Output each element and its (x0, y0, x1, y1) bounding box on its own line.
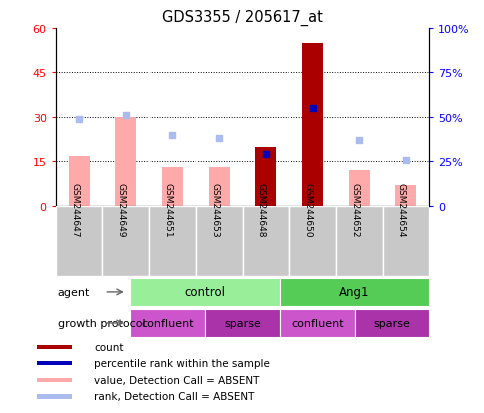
Bar (205, 309, 279, 337)
Text: GSM244649: GSM244649 (117, 183, 125, 237)
Text: Ang1: Ang1 (339, 286, 369, 299)
Title: GDS3355 / 205617_at: GDS3355 / 205617_at (162, 10, 322, 26)
Bar (288, 206, 335, 277)
Bar (37, 345, 72, 349)
Bar (115, 118, 136, 206)
Point (308, 105, 316, 112)
Bar (149, 206, 196, 277)
Text: GSM244653: GSM244653 (210, 183, 219, 237)
Text: sparse: sparse (224, 318, 260, 328)
Text: sparse: sparse (373, 318, 409, 328)
Text: confluent: confluent (141, 318, 194, 328)
Text: agent: agent (58, 287, 90, 297)
Text: GSM244648: GSM244648 (257, 183, 265, 237)
Point (215, 136, 223, 142)
Bar (162, 168, 182, 206)
Text: value, Detection Call = ABSENT: value, Detection Call = ABSENT (94, 375, 259, 385)
Text: control: control (184, 286, 225, 299)
Text: GSM244647: GSM244647 (70, 183, 79, 237)
Bar (196, 206, 242, 277)
Bar (335, 206, 382, 277)
Point (355, 138, 363, 144)
Point (261, 152, 269, 158)
Bar (130, 309, 205, 337)
Point (168, 132, 176, 139)
Text: growth protocol: growth protocol (58, 318, 145, 328)
Point (75, 116, 83, 123)
Bar (394, 186, 416, 206)
Bar (279, 309, 354, 337)
Bar (56, 206, 102, 277)
Text: percentile rank within the sample: percentile rank within the sample (94, 358, 270, 368)
Bar (382, 206, 428, 277)
Point (401, 157, 409, 164)
Bar (302, 44, 322, 206)
Bar (37, 394, 72, 399)
Text: count: count (94, 342, 123, 352)
Bar (242, 206, 288, 277)
Text: rank, Detection Call = ABSENT: rank, Detection Call = ABSENT (94, 392, 254, 401)
Bar (68, 156, 90, 206)
Bar (279, 278, 428, 306)
Bar (354, 309, 428, 337)
Point (121, 113, 129, 119)
Text: confluent: confluent (290, 318, 343, 328)
Text: GSM244652: GSM244652 (349, 183, 359, 237)
Bar (102, 206, 149, 277)
Bar (348, 171, 369, 206)
Bar (255, 147, 276, 206)
Bar (130, 278, 279, 306)
Text: GSM244650: GSM244650 (303, 183, 312, 237)
Text: GSM244651: GSM244651 (163, 183, 172, 237)
Bar (37, 378, 72, 382)
Bar (37, 361, 72, 366)
Text: GSM244654: GSM244654 (396, 183, 405, 237)
Bar (208, 168, 229, 206)
